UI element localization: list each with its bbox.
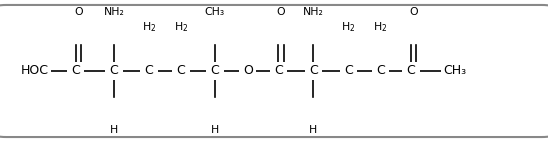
- FancyBboxPatch shape: [0, 5, 548, 137]
- Text: NH₂: NH₂: [104, 7, 124, 17]
- Text: O: O: [277, 7, 286, 17]
- Text: H$_2$: H$_2$: [341, 20, 356, 34]
- Text: HOC: HOC: [20, 64, 49, 78]
- Text: C: C: [110, 64, 118, 78]
- Text: C: C: [176, 64, 185, 78]
- Text: H: H: [309, 125, 318, 135]
- Text: C: C: [376, 64, 385, 78]
- Text: C: C: [145, 64, 153, 78]
- Text: C: C: [210, 64, 219, 78]
- Text: H: H: [110, 125, 118, 135]
- Text: CH₃: CH₃: [443, 64, 466, 78]
- Text: C: C: [344, 64, 353, 78]
- Text: C: C: [407, 64, 415, 78]
- Text: H: H: [210, 125, 219, 135]
- Text: H$_2$: H$_2$: [373, 20, 387, 34]
- Text: O: O: [74, 7, 83, 17]
- Text: O: O: [409, 7, 418, 17]
- Text: CH₃: CH₃: [205, 7, 225, 17]
- Text: NH₂: NH₂: [303, 7, 324, 17]
- Text: H$_2$: H$_2$: [142, 20, 156, 34]
- Text: C: C: [71, 64, 80, 78]
- Text: C: C: [274, 64, 283, 78]
- Text: C: C: [309, 64, 318, 78]
- Text: O: O: [243, 64, 253, 78]
- Text: H$_2$: H$_2$: [174, 20, 188, 34]
